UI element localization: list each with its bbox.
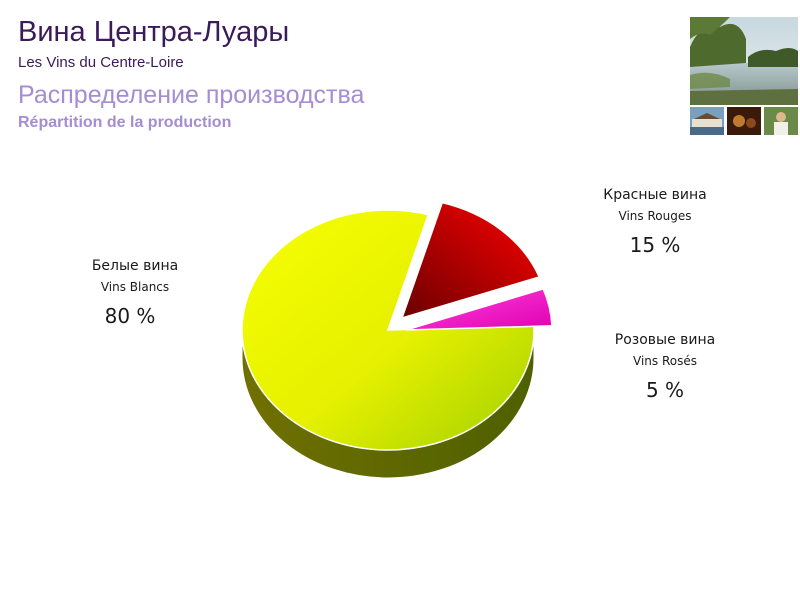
slice-label-red-ru: Красные вина — [603, 187, 707, 203]
page-title: Вина Центра-Луары — [18, 16, 290, 48]
town-photo — [690, 107, 724, 135]
cellar-photo — [727, 107, 761, 135]
slice-label-white-ru: Белые вина — [91, 258, 179, 274]
slice-value-white: 80 % — [104, 304, 156, 328]
slice-label-rose-ru: Розовые вина — [614, 332, 716, 348]
page-title-fr: Les Vins du Centre-Loire — [18, 54, 184, 71]
slice-label-white-fr: Vins Blancs — [100, 280, 170, 294]
slice-value-red: 15 % — [629, 233, 681, 257]
slice-label-white: Белые вина Vins Blancs 80 % — [70, 258, 200, 328]
chart-subtitle-fr: Répartition de la production — [18, 114, 232, 131]
pie-slice-rose — [405, 288, 553, 331]
slice-label-red-fr: Vins Rouges — [618, 209, 692, 223]
river-landscape-photo — [690, 17, 798, 105]
slice-label-rose: Розовые вина Vins Rosés 5 % — [600, 332, 730, 402]
slice-label-rose-fr: Vins Rosés — [633, 354, 697, 368]
chart-subtitle: Распределение производства — [18, 81, 365, 109]
pie-slice-red — [400, 201, 541, 320]
photo-collage — [690, 17, 798, 137]
slice-value-rose: 5 % — [645, 378, 685, 402]
slice-label-red: Красные вина Vins Rouges 15 % — [590, 187, 720, 257]
pie-slice-white — [241, 209, 535, 451]
winemaker-photo — [764, 107, 798, 135]
